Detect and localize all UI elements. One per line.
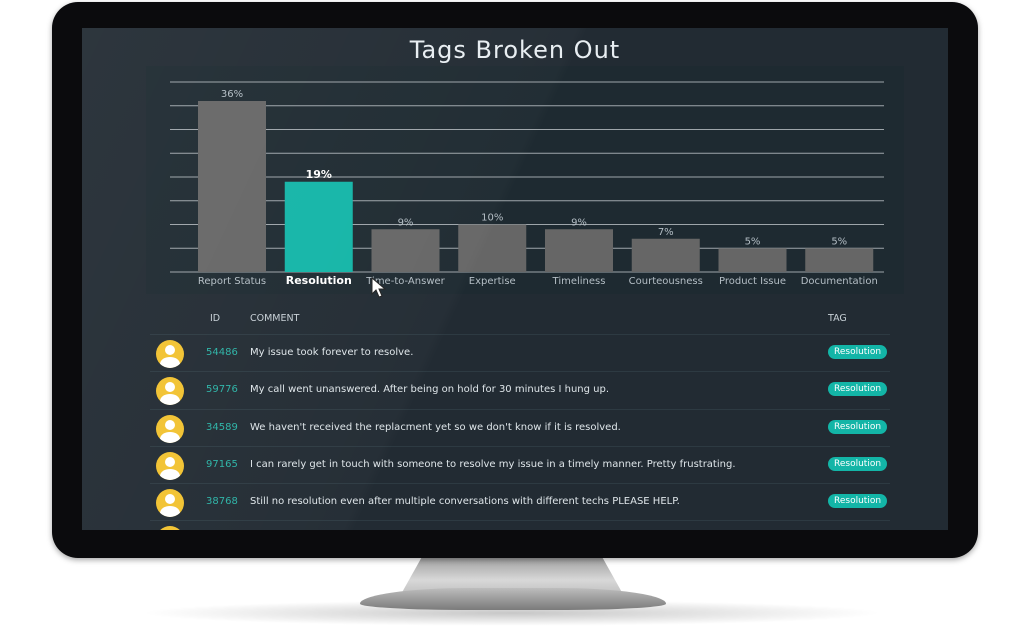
bar-report-status[interactable] <box>198 101 266 272</box>
bar-resolution[interactable] <box>284 181 353 272</box>
bar-timeliness[interactable] <box>545 229 613 272</box>
table-header: ID COMMENT TAG <box>150 306 890 334</box>
user-avatar-icon <box>156 526 184 530</box>
x-tick-label: Product Issue <box>719 276 786 287</box>
tags-chart-panel: 36% Report Status 19% Resolution 9% Time-to-A… <box>146 66 904 298</box>
x-tick-label: Courteousness <box>629 276 703 287</box>
table-row[interactable]: 91265The person I spoke with was very po… <box>150 520 890 530</box>
user-avatar-icon <box>156 451 184 480</box>
user-avatar-icon <box>156 340 184 368</box>
row-comment: Still no resolution even after multiple … <box>250 496 680 508</box>
x-tick-label: Report Status <box>198 276 266 287</box>
bar-expertise[interactable] <box>458 224 527 273</box>
user-avatar-icon <box>156 377 184 406</box>
table-row[interactable]: 54486 My issue took forever to resolve. Re… <box>150 334 890 371</box>
bar-time-to-answer[interactable] <box>371 229 440 272</box>
row-tag-badge[interactable]: Resolution <box>828 419 888 434</box>
table-row[interactable]: 38768 Still no resolution even after mult… <box>150 483 890 520</box>
x-tick-label: Resolution <box>286 274 352 287</box>
mouse-cursor-icon <box>371 277 387 298</box>
bar-value-label: 9% <box>571 217 587 228</box>
x-tick-label: Timeliness <box>552 276 606 287</box>
row-tag-badge[interactable]: Resolution <box>828 456 888 471</box>
row-comment: My issue took forever to resolve. <box>250 347 414 358</box>
row-comment: My call went unanswered. After being on … <box>250 384 610 396</box>
row-id[interactable]: 38768 <box>206 496 238 508</box>
row-id[interactable]: 54486 <box>206 347 238 358</box>
row-id[interactable]: 34589 <box>206 421 238 433</box>
row-id[interactable]: 59776 <box>206 384 238 396</box>
column-header-tag[interactable]: TAG <box>828 313 847 324</box>
column-header-comment[interactable]: COMMENT <box>250 313 300 324</box>
bar-documentation[interactable] <box>805 248 874 272</box>
bar-value-label: 36% <box>221 89 243 100</box>
x-tick-label: Expertise <box>469 276 516 287</box>
tags-bar-chart: 36% Report Status 19% Resolution 9% Time-to-A… <box>170 81 884 287</box>
page-title: Tags Broken Out <box>409 36 621 64</box>
row-tag-badge[interactable]: Resolution <box>828 382 888 397</box>
bar-courteousness[interactable] <box>631 238 700 272</box>
table-body: 54486 My issue took forever to resolve. Re… <box>150 334 890 530</box>
bar-value-label: 19% <box>306 168 332 181</box>
x-tick-label: Time-to-Answer <box>365 276 445 287</box>
bar-value-label: 5% <box>745 236 761 247</box>
row-id[interactable]: 97165 <box>206 458 238 470</box>
comments-table: ID COMMENT TAG 54486 My issue took foreve… <box>150 306 890 530</box>
row-comment: We haven't received the replacment yet s… <box>250 421 621 433</box>
user-avatar-icon <box>156 489 184 518</box>
row-comment: I can rarely get in touch with someone t… <box>250 458 736 470</box>
bar-value-label: 7% <box>658 227 674 238</box>
monitor-stand-base <box>360 588 666 610</box>
row-tag-badge[interactable]: Resolution <box>828 494 888 509</box>
monitor-screen: Tags Broken Out 36% Report Status 19% Resol… <box>82 28 948 530</box>
table-row[interactable]: 59776 My call went unanswered. After bein… <box>150 371 890 408</box>
user-avatar-icon <box>156 414 184 443</box>
table-row[interactable]: 34589 We haven't received the replacment … <box>150 408 890 446</box>
row-tag-badge[interactable]: Resolution <box>828 345 888 359</box>
bar-value-label: 10% <box>481 213 503 224</box>
bar-product-issue[interactable] <box>718 248 787 272</box>
bar-value-label: 5% <box>831 236 847 247</box>
x-tick-label: Documentation <box>801 276 878 287</box>
bar-value-label: 9% <box>398 217 414 228</box>
table-row[interactable]: 97165 I can rarely get in touch with some… <box>150 445 890 483</box>
column-header-id[interactable]: ID <box>210 313 221 324</box>
